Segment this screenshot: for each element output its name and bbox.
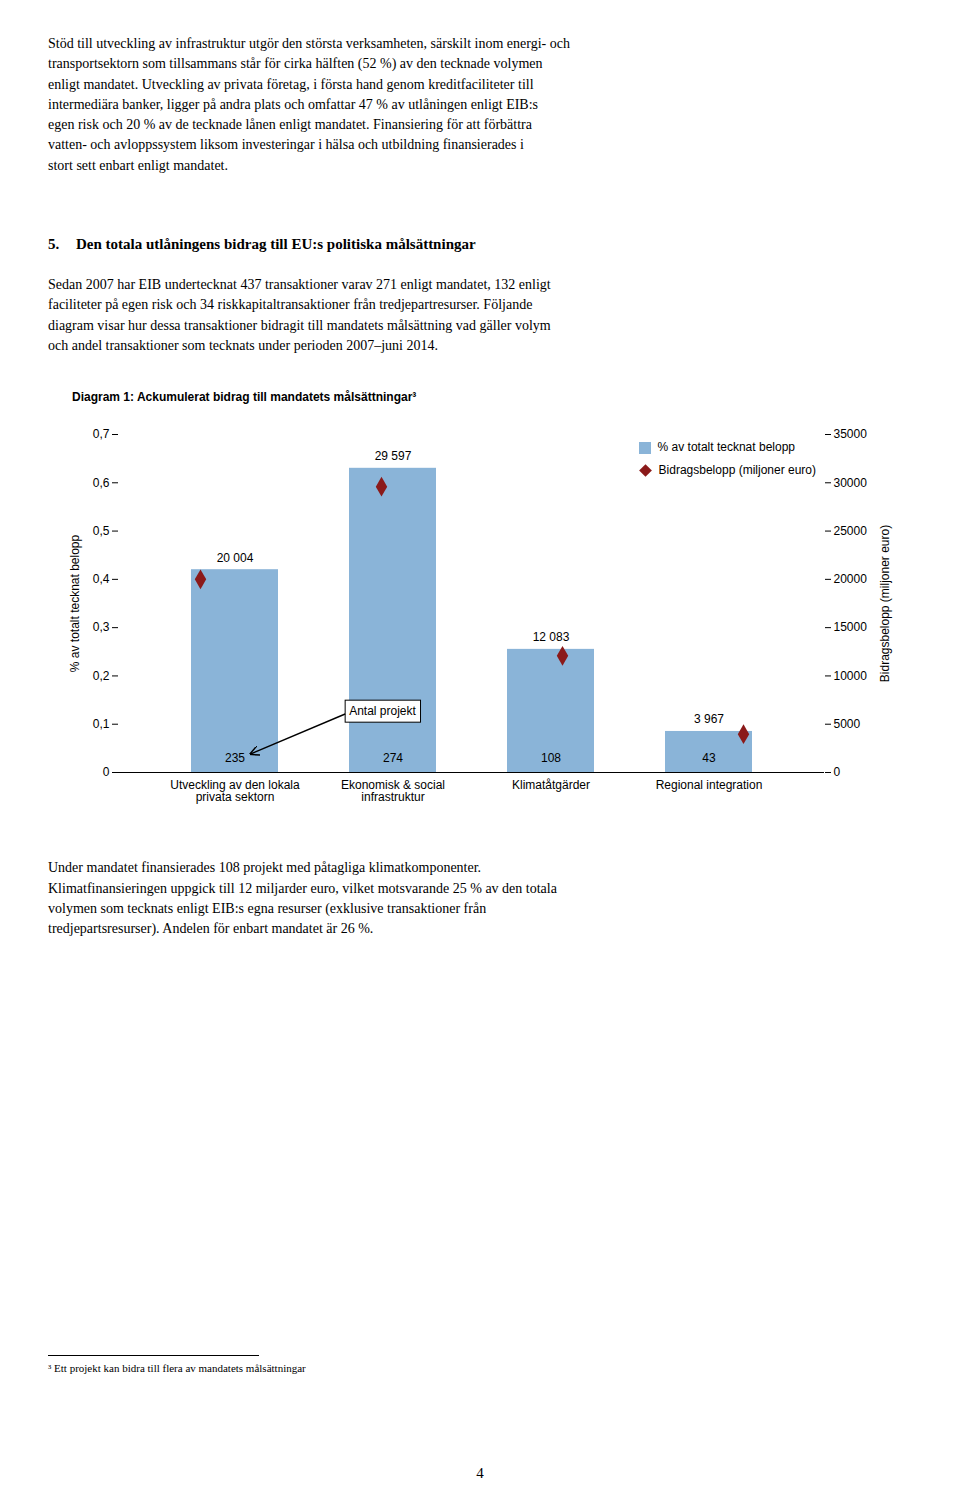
svg-text:274: 274 [383, 752, 403, 766]
svg-text:35000: 35000 [834, 428, 868, 442]
svg-text:15000: 15000 [834, 621, 868, 635]
svg-text:% av totalt tecknat belopp: % av totalt tecknat belopp [68, 535, 82, 673]
svg-text:108: 108 [541, 752, 561, 766]
svg-text:43: 43 [702, 752, 716, 766]
svg-text:29 597: 29 597 [375, 450, 412, 464]
svg-text:20000: 20000 [834, 572, 868, 586]
svg-text:25000: 25000 [834, 524, 868, 538]
svg-text:0,5: 0,5 [93, 524, 110, 538]
svg-text:0,6: 0,6 [93, 476, 110, 490]
svg-text:12 083: 12 083 [533, 631, 570, 645]
svg-text:Regional integration: Regional integration [656, 778, 763, 792]
html-text:5.: 5. [48, 236, 60, 253]
svg-text:0: 0 [103, 766, 110, 780]
html-text:Den totala utlåningens bidrag: Den totala utlåningens bidrag till EU:s … [76, 236, 476, 253]
svg-text:Bidragsbelopp (miljoner euro): Bidragsbelopp (miljoner euro) [878, 525, 892, 682]
svg-text:0,3: 0,3 [93, 621, 110, 635]
html-text:³ Ett projekt kan bidra till f: ³ Ett projekt kan bidra till flera av ma… [48, 1362, 306, 1374]
svg-text:20 004: 20 004 [217, 551, 254, 565]
svg-text:3 967: 3 967 [694, 713, 724, 727]
html-text:Diagram 1: Ackumulerat bidrag: Diagram 1: Ackumulerat bidrag till manda… [72, 390, 417, 405]
svg-text:0,2: 0,2 [93, 669, 110, 683]
svg-text:Antal projekt: Antal projekt [349, 704, 416, 718]
html-text:Sedan 2007 har EIB underteckna: Sedan 2007 har EIB undertecknat 437 tran… [48, 277, 551, 353]
svg-text:0,4: 0,4 [93, 572, 110, 586]
svg-text:235: 235 [225, 752, 245, 766]
html-text:Bidragsbelopp (miljoner euro): Bidragsbelopp (miljoner euro) [658, 463, 816, 478]
html-text:4: 4 [476, 1465, 484, 1481]
svg-text:Klimatåtgärder: Klimatåtgärder [512, 778, 590, 792]
html-text:% av totalt tecknat belopp: % av totalt tecknat belopp [657, 440, 795, 455]
html-text:Under mandatet finansierades 1: Under mandatet finansierades 108 projekt… [48, 860, 557, 937]
svg-text:30000: 30000 [834, 476, 868, 490]
svg-text:10000: 10000 [834, 669, 868, 683]
svg-text:0,1: 0,1 [93, 717, 110, 731]
html-text:Stöd till utveckling av infras: Stöd till utveckling av infrastruktur ut… [48, 36, 570, 173]
svg-text:5000: 5000 [834, 717, 861, 731]
svg-text:0,7: 0,7 [93, 428, 110, 442]
svg-text:0: 0 [834, 766, 841, 780]
svg-text:Ekonomisk & socialinfrastruktu: Ekonomisk & socialinfrastruktur [341, 778, 445, 804]
svg-text:Utveckling av den lokalaprivat: Utveckling av den lokalaprivata sektorn [170, 778, 300, 804]
